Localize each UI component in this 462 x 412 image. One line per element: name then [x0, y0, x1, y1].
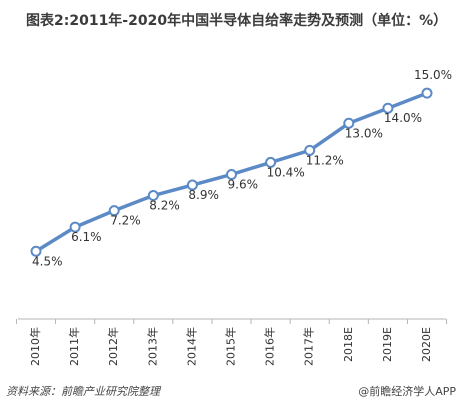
x-tick-label: 2019E — [381, 327, 394, 362]
data-label: 13.0% — [345, 126, 383, 140]
x-tick-label: 2016年 — [263, 327, 277, 366]
data-label: 8.2% — [149, 199, 180, 213]
data-label: 15.0% — [414, 68, 452, 82]
x-tick-label-group: 2010年 2011年 2012年 2013年 2014年 2015年 2016年 2017年… — [28, 327, 433, 366]
data-point — [69, 221, 81, 233]
x-tick-label: 2012年 — [106, 327, 120, 366]
footer: 资料来源：前瞻产业研究院整理 @前瞻经济学人APP — [6, 383, 456, 403]
data-point — [382, 102, 394, 114]
data-point — [108, 205, 120, 217]
data-label-group: 4.5%6.1%7.2%8.2%8.9%9.6%10.4%11.2%13.0%1… — [32, 68, 452, 268]
x-tick-label: 2013年 — [145, 327, 159, 366]
data-label: 11.2% — [306, 153, 344, 167]
data-label: 14.0% — [384, 111, 422, 125]
marker-group — [30, 87, 433, 257]
x-tick-label: 2020E — [420, 327, 433, 362]
data-point — [265, 156, 277, 168]
x-tick-label: 2015年 — [224, 327, 238, 366]
data-label: 4.5% — [32, 254, 63, 268]
data-label: 9.6% — [228, 177, 259, 191]
data-label: 7.2% — [110, 214, 141, 228]
data-point — [343, 117, 355, 129]
data-point — [186, 179, 198, 191]
chart-title: 图表2:2011年-2020年中国半导体自给率走势及预测（单位：%） — [26, 13, 448, 29]
data-point — [304, 144, 316, 156]
data-label: 8.9% — [188, 188, 219, 202]
x-tick-label: 2014年 — [184, 327, 198, 366]
data-point — [30, 245, 42, 257]
x-tick-label: 2010年 — [28, 327, 42, 366]
x-tick-label: 2018E — [342, 327, 355, 362]
x-tick-label: 2017年 — [302, 327, 316, 366]
data-label: 10.4% — [267, 165, 305, 179]
data-label: 6.1% — [71, 230, 102, 244]
data-point — [421, 87, 433, 99]
x-tick-label: 2011年 — [67, 327, 81, 366]
source-note: 资料来源：前瞻产业研究院整理 — [6, 385, 160, 398]
watermark: @前瞻经济学人APP — [358, 385, 456, 398]
x-tick-group — [15, 319, 448, 324]
data-point — [226, 168, 237, 180]
data-point — [147, 190, 159, 202]
